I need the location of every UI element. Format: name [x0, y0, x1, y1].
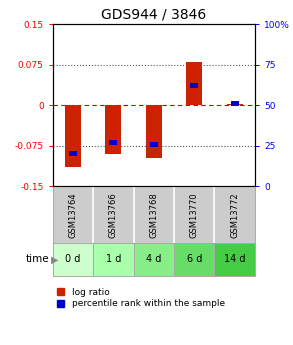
Bar — [134, 243, 174, 276]
Text: GSM13766: GSM13766 — [109, 192, 118, 238]
Text: 4 d: 4 d — [146, 254, 161, 264]
Bar — [214, 243, 255, 276]
Text: GSM13772: GSM13772 — [230, 192, 239, 238]
Legend: log ratio, percentile rank within the sample: log ratio, percentile rank within the sa… — [57, 288, 225, 308]
Text: 14 d: 14 d — [224, 254, 246, 264]
Bar — [174, 243, 214, 276]
Bar — [150, 142, 158, 147]
Title: GDS944 / 3846: GDS944 / 3846 — [101, 8, 207, 22]
Text: time: time — [26, 254, 50, 264]
Bar — [53, 243, 93, 276]
Bar — [146, 105, 162, 158]
Text: 0 d: 0 d — [65, 254, 81, 264]
Text: GSM13770: GSM13770 — [190, 192, 199, 238]
Bar — [93, 243, 134, 276]
Text: 1 d: 1 d — [106, 254, 121, 264]
Bar — [69, 151, 77, 156]
Text: GSM13768: GSM13768 — [149, 192, 158, 238]
Bar — [109, 140, 117, 145]
Bar — [65, 105, 81, 167]
Bar — [105, 105, 122, 154]
Bar — [226, 104, 243, 105]
Bar — [186, 62, 202, 105]
Text: 6 d: 6 d — [187, 254, 202, 264]
Text: ▶: ▶ — [51, 254, 59, 264]
Text: GSM13764: GSM13764 — [69, 192, 77, 238]
Bar — [231, 101, 239, 106]
Bar — [190, 83, 198, 88]
